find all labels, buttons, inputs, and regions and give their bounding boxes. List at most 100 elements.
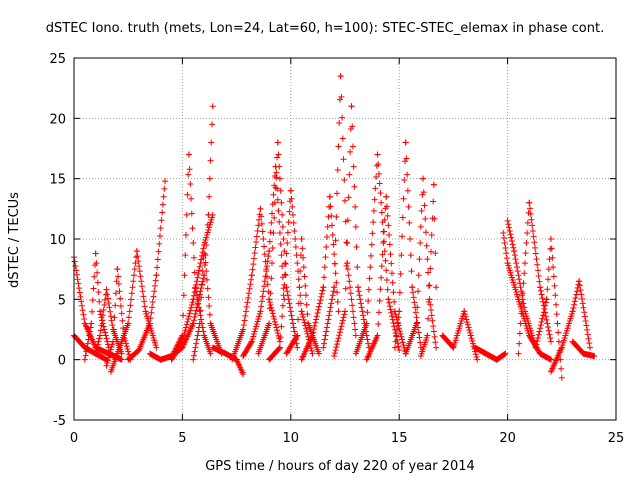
data-point-plus	[524, 219, 531, 226]
data-point-plus	[336, 329, 343, 336]
data-point-plus	[188, 195, 195, 202]
data-point-plus	[206, 311, 213, 318]
data-point-plus	[352, 203, 359, 210]
dstec-arc	[402, 175, 440, 357]
data-point-plus	[89, 308, 96, 315]
data-point-plus	[251, 328, 258, 335]
data-point-plus	[413, 314, 420, 321]
axis-ticks: 0 5 10 15 20 25 -5 0 5 10 15 20 25	[49, 52, 624, 446]
data-point-plus	[271, 318, 278, 325]
data-point-plus	[296, 284, 303, 291]
data-point-plus	[156, 232, 163, 239]
data-point-plus	[121, 335, 128, 342]
data-point-plus	[415, 272, 422, 279]
data-point-plus	[140, 293, 147, 300]
data-point-plus	[269, 260, 276, 267]
data-point-plus	[591, 353, 598, 360]
data-point-plus	[193, 340, 200, 347]
data-point-plus	[111, 314, 118, 321]
data-point-plus	[365, 286, 372, 293]
data-point-plus	[433, 344, 440, 351]
data-point-plus	[302, 282, 309, 289]
data-point-plus	[523, 240, 530, 247]
data-point-plus	[193, 336, 200, 343]
data-point-plus	[373, 174, 380, 181]
data-point-plus	[511, 252, 518, 259]
data-point-plus	[474, 356, 481, 363]
data-point-plus	[537, 287, 544, 294]
data-point-plus	[279, 263, 286, 270]
data-point-plus	[240, 321, 247, 328]
data-point-plus	[334, 341, 341, 348]
data-point-plus	[554, 320, 561, 327]
data-point-plus	[192, 344, 199, 351]
data-point-plus	[381, 248, 388, 255]
data-point-plus	[196, 263, 203, 270]
data-point-plus	[241, 317, 248, 324]
data-point-plus	[583, 322, 590, 329]
data-point-plus	[503, 250, 510, 257]
data-point-plus	[280, 236, 287, 242]
data-point-plus	[115, 280, 122, 287]
data-point-plus	[392, 311, 399, 318]
data-point-plus	[432, 250, 439, 257]
data-point-plus	[253, 233, 260, 240]
data-point-plus	[544, 320, 551, 327]
data-point-plus	[253, 323, 260, 330]
data-point-plus	[95, 289, 102, 296]
data-point-plus	[103, 362, 110, 369]
data-point-plus	[78, 302, 85, 309]
data-point-plus	[104, 291, 111, 298]
data-point-plus	[294, 332, 301, 339]
data-point-plus	[201, 242, 208, 249]
data-point-plus	[99, 312, 106, 319]
data-point-plus	[576, 282, 583, 289]
data-point-plus	[260, 288, 267, 295]
data-point-plus	[136, 263, 143, 270]
data-point-plus	[298, 308, 305, 315]
data-point-plus	[136, 268, 143, 275]
data-point-plus	[416, 334, 423, 341]
data-point-plus	[190, 356, 197, 363]
data-point-plus	[521, 260, 528, 267]
data-point-plus	[149, 299, 156, 306]
data-point-plus	[205, 226, 212, 233]
data-point-plus	[414, 288, 421, 295]
data-point-plus	[347, 284, 354, 291]
data-point-plus	[172, 345, 179, 352]
data-point-plus	[375, 161, 382, 168]
data-point-plus	[425, 315, 432, 322]
data-point-plus	[393, 332, 400, 339]
data-point-plus	[198, 281, 205, 288]
data-point-plus	[325, 213, 332, 220]
data-point-plus	[384, 212, 391, 219]
data-point-plus	[416, 256, 423, 263]
data-point-plus	[285, 296, 292, 303]
data-point-plus	[340, 314, 347, 321]
data-point-plus	[184, 191, 191, 198]
data-point-plus	[387, 251, 394, 258]
data-point-plus	[342, 285, 349, 292]
data-point-plus	[579, 300, 586, 307]
data-point-plus	[323, 244, 330, 251]
data-point-plus	[277, 187, 284, 194]
data-point-plus	[548, 245, 555, 252]
data-point-plus	[209, 103, 216, 110]
data-point-plus	[160, 193, 167, 200]
data-point-plus	[202, 252, 209, 259]
data-point-plus	[318, 290, 325, 297]
data-point-plus	[203, 268, 210, 275]
data-point-plus	[404, 187, 411, 194]
data-point-plus	[338, 93, 345, 100]
data-point-plus	[320, 344, 327, 351]
data-point-plus	[326, 193, 333, 200]
data-point-plus	[196, 267, 203, 274]
data-point-plus	[319, 287, 326, 294]
data-point-plus	[153, 344, 160, 351]
dstec-arc	[363, 193, 409, 363]
data-point-plus	[309, 350, 316, 357]
data-point-plus	[247, 281, 254, 288]
data-point-plus	[427, 248, 434, 255]
data-point-plus	[276, 175, 283, 182]
